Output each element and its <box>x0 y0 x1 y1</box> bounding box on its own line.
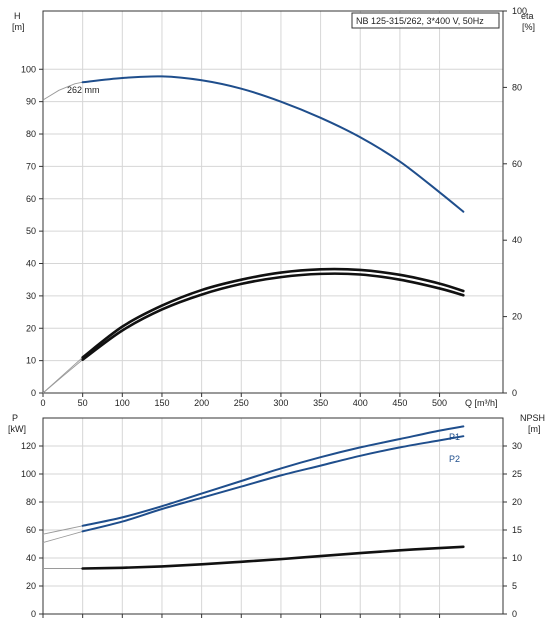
p2-series-label: P2 <box>449 454 460 464</box>
power-axis-unit: [kW] <box>8 424 26 434</box>
top-right-tick-label-80: 80 <box>512 82 522 92</box>
top-series-2-line <box>81 272 465 361</box>
top-left-tick-label-100: 100 <box>21 64 36 74</box>
bottom-right-tick-label-15: 15 <box>512 525 522 535</box>
top-left-tick-label-50: 50 <box>26 226 36 236</box>
x-tick-label-50: 50 <box>78 398 88 408</box>
bottom-series-0-p1-line <box>81 425 465 527</box>
top-plot-frame <box>42 10 504 394</box>
x-tick-label-350: 350 <box>313 398 328 408</box>
x-tick-label-500: 500 <box>432 398 447 408</box>
bottom-left-tick-label-20: 20 <box>26 581 36 591</box>
bottom-series-2-line <box>81 545 465 570</box>
top-left-tick-label-30: 30 <box>26 291 36 301</box>
bottom-right-tick-label-5: 5 <box>512 581 517 591</box>
x-tick-label-250: 250 <box>234 398 249 408</box>
x-tick-label-200: 200 <box>194 398 209 408</box>
top-left-tick-label-80: 80 <box>26 129 36 139</box>
impeller-diameter-label: 262 mm <box>67 85 100 95</box>
bottom-right-tick-label-10: 10 <box>512 553 522 563</box>
top-right-tick-label-40: 40 <box>512 235 522 245</box>
top-left-tick-label-0: 0 <box>31 388 36 398</box>
bottom-series-1-p2-line <box>81 435 465 533</box>
bottom-left-tick-label-60: 60 <box>26 525 36 535</box>
bottom-left-tick-label-0: 0 <box>31 609 36 619</box>
bottom-right-tick-label-20: 20 <box>512 497 522 507</box>
top-series-0-line <box>81 75 465 213</box>
p1-series-label: P1 <box>449 432 460 442</box>
efficiency-axis-symbol: eta <box>521 11 534 21</box>
top-left-tick-label-10: 10 <box>26 356 36 366</box>
bottom-left-tick-label-40: 40 <box>26 553 36 563</box>
top-right-tick-label-0: 0 <box>512 388 517 398</box>
efficiency-axis-unit: [%] <box>522 22 535 32</box>
npsh-axis-unit: [m] <box>528 424 541 434</box>
head-axis-unit: [m] <box>12 22 25 32</box>
head-axis-symbol: H <box>14 11 21 21</box>
x-tick-label-450: 450 <box>392 398 407 408</box>
chart-title: NB 125-315/262, 3*400 V, 50Hz <box>356 16 484 26</box>
top-series-2-extension <box>42 359 83 394</box>
top-series-1-line <box>81 267 465 359</box>
bottom-plot-frame <box>42 417 504 615</box>
bottom-right-tick-label-25: 25 <box>512 469 522 479</box>
top-right-tick-label-60: 60 <box>512 159 522 169</box>
x-tick-label-100: 100 <box>115 398 130 408</box>
bottom-left-tick-label-80: 80 <box>26 497 36 507</box>
top-left-tick-label-40: 40 <box>26 259 36 269</box>
top-series-0-extension <box>42 81 83 101</box>
top-right-tick-label-100: 100 <box>512 6 527 16</box>
x-tick-label-150: 150 <box>154 398 169 408</box>
top-left-tick-label-70: 70 <box>26 161 36 171</box>
top-left-tick-label-90: 90 <box>26 97 36 107</box>
x-tick-label-300: 300 <box>273 398 288 408</box>
flow-axis-label: Q [m³/h] <box>465 398 498 408</box>
npsh-axis-symbol: NPSH <box>520 413 545 423</box>
chart-title-box <box>351 12 500 29</box>
bottom-series-0-extension <box>42 525 83 535</box>
bottom-left-tick-label-120: 120 <box>21 441 36 451</box>
bottom-right-tick-label-0: 0 <box>512 609 517 619</box>
power-axis-symbol: P <box>12 413 18 423</box>
bottom-left-tick-label-100: 100 <box>21 469 36 479</box>
x-tick-label-400: 400 <box>353 398 368 408</box>
bottom-right-tick-label-30: 30 <box>512 441 522 451</box>
x-tick-label-0: 0 <box>40 398 45 408</box>
top-right-tick-label-20: 20 <box>512 312 522 322</box>
top-left-tick-label-60: 60 <box>26 194 36 204</box>
top-left-tick-label-20: 20 <box>26 323 36 333</box>
bottom-series-1-extension <box>42 530 83 544</box>
